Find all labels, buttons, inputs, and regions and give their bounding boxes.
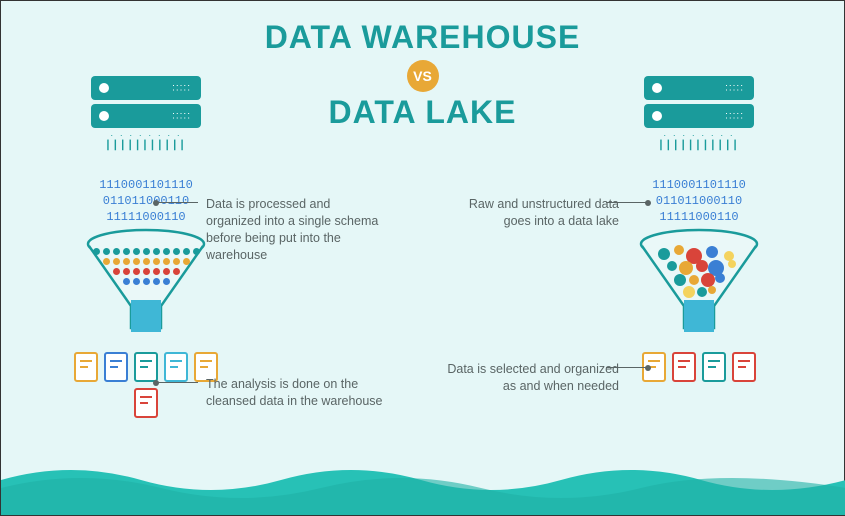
doc-icon: [134, 352, 158, 382]
vs-badge: VS: [407, 60, 439, 92]
lake-column: ::::: ::::: · · · · · · · ·┃┃┃┃┃┃┃┃┃┃┃ 1…: [609, 76, 789, 382]
doc-icon: [702, 352, 726, 382]
doc-icon: [74, 352, 98, 382]
desc-lake-1: Raw and unstructured data goes into a da…: [439, 196, 619, 230]
funnel-ordered: [81, 228, 211, 338]
desc-lake-2: Data is selected and organized as and wh…: [439, 361, 619, 395]
title-line1: DATA WAREHOUSE: [1, 19, 844, 56]
connector: [156, 202, 198, 203]
server-icon: ::::: ::::: · · · · · · · ·┃┃┃┃┃┃┃┃┃┃┃: [91, 76, 201, 151]
desc-warehouse-1: Data is processed and organized into a s…: [206, 196, 386, 264]
server-icon: ::::: ::::: · · · · · · · ·┃┃┃┃┃┃┃┃┃┃┃: [644, 76, 754, 151]
wave-footer: [1, 460, 845, 515]
docs-left: [71, 352, 221, 418]
doc-icon: [104, 352, 128, 382]
funnel-scattered: [634, 228, 764, 338]
connector: [606, 202, 648, 203]
connector: [156, 382, 198, 383]
doc-icon: [134, 388, 158, 418]
connector: [606, 367, 648, 368]
desc-warehouse-2: The analysis is done on the cleansed dat…: [206, 376, 386, 410]
doc-icon: [732, 352, 756, 382]
doc-icon: [164, 352, 188, 382]
doc-icon: [672, 352, 696, 382]
